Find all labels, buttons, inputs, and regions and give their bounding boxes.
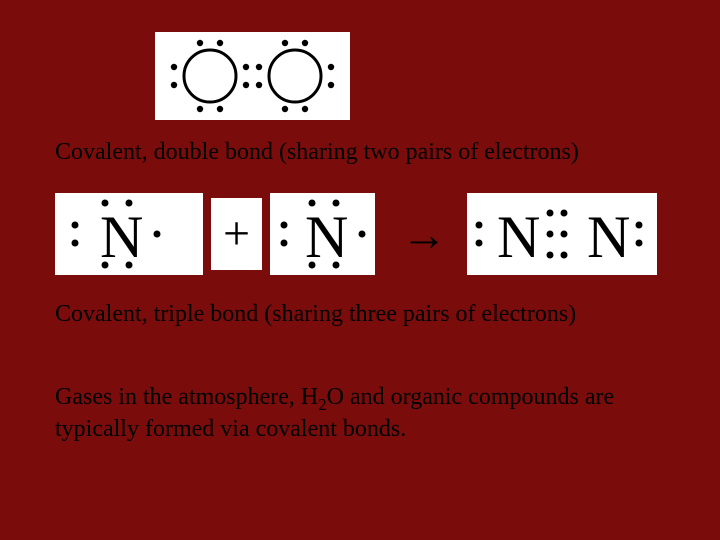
o2-lewis-diagram [155,32,350,120]
caption-gases: Gases in the atmosphere, H2O and organic… [55,383,675,444]
caption-double-bond: Covalent, double bond (sharing two pairs… [55,138,675,167]
n2-lewis-diagram: N N [467,193,657,275]
svg-text:N: N [497,204,540,270]
svg-text:N: N [305,204,348,270]
plus-symbol: + [211,198,262,270]
slide: Covalent, double bond (sharing two pairs… [0,0,720,540]
n-atom-left-diagram: N [55,193,203,275]
caption-triple-bond: Covalent, triple bond (sharing three pai… [55,300,675,329]
n-atom-right-diagram: N [270,193,375,275]
nitrogen-reaction-row: N + N → [55,193,675,275]
arrow-symbol: → [401,208,447,261]
h2o-subscript: 2 [318,395,326,414]
svg-text:N: N [100,204,143,270]
svg-text:N: N [587,204,630,270]
caption-gases-part-a: Gases in the atmosphere, H [55,384,318,410]
